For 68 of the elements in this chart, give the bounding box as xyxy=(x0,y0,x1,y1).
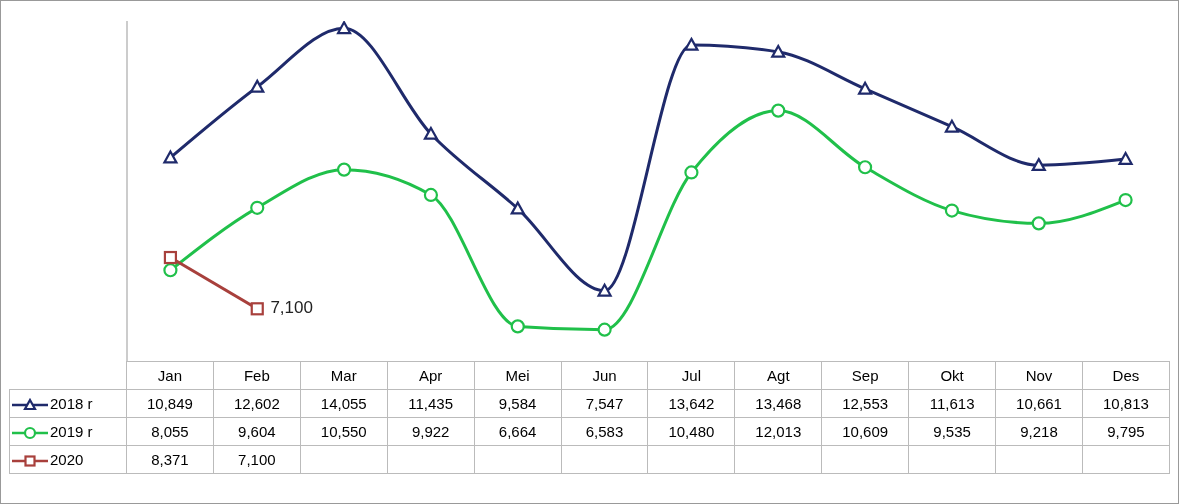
data-label: 9,922 xyxy=(387,417,475,446)
data-label: 10,661 xyxy=(995,389,1083,418)
x-tick-label: Feb xyxy=(213,361,301,390)
x-tick-label: Apr xyxy=(387,361,475,390)
point xyxy=(510,201,525,215)
data-label: 13,468 xyxy=(734,389,822,418)
x-tick-label: Des xyxy=(1082,361,1170,390)
data-label: 9,584 xyxy=(474,389,562,418)
point xyxy=(250,302,264,316)
data-label: 9,604 xyxy=(213,417,301,446)
point xyxy=(423,126,439,140)
x-tick-label: Mei xyxy=(474,361,562,390)
data-label: 12,013 xyxy=(734,417,822,446)
x-tick-label: Mar xyxy=(300,361,388,390)
point xyxy=(250,200,265,215)
point xyxy=(336,21,352,35)
legend-label: 2018 r xyxy=(50,394,93,412)
legend-label: 2020 xyxy=(50,450,84,468)
data-label: 6,664 xyxy=(474,417,562,446)
point xyxy=(684,37,699,51)
x-tick-label: Agt xyxy=(734,361,822,390)
data-label: 11,435 xyxy=(387,389,475,418)
data-label: 8,055 xyxy=(126,417,214,446)
data-label: 10,550 xyxy=(300,417,388,446)
data-label: 12,602 xyxy=(213,389,301,418)
point xyxy=(336,162,352,177)
point xyxy=(163,250,178,265)
data-label: 10,480 xyxy=(647,417,735,446)
data-label: 9,218 xyxy=(995,417,1083,446)
point xyxy=(1031,216,1046,231)
point xyxy=(684,165,699,180)
x-tick-label: Okt xyxy=(908,361,996,390)
data-label: 6,583 xyxy=(561,417,648,446)
point xyxy=(250,79,265,93)
point xyxy=(944,119,960,133)
x-tick-label: Jun xyxy=(561,361,648,390)
legend-label: 2019 r xyxy=(50,422,93,440)
point xyxy=(1118,151,1133,165)
data-label: 12,553 xyxy=(821,389,909,418)
data-label: 11,613 xyxy=(908,389,996,418)
data-label: 9,535 xyxy=(908,417,996,446)
data-label: 13,642 xyxy=(647,389,735,418)
point xyxy=(771,103,786,118)
point xyxy=(597,322,612,337)
point xyxy=(1118,192,1133,208)
point xyxy=(163,150,178,164)
data-label: 10,609 xyxy=(821,417,909,446)
data-label: 9,795 xyxy=(1082,417,1170,446)
point xyxy=(857,81,873,95)
point xyxy=(1031,158,1046,172)
data-label: 14,055 xyxy=(300,389,388,418)
point xyxy=(510,319,525,334)
data-label: 7,100 xyxy=(213,445,301,474)
point xyxy=(423,187,439,203)
point xyxy=(857,160,873,175)
annotation: 7,100 xyxy=(270,297,313,318)
data-label: 10,813 xyxy=(1082,389,1170,418)
x-tick-label: Sep xyxy=(821,361,909,390)
x-tick-label: Jan xyxy=(126,361,214,390)
data-label: 7,547 xyxy=(561,389,648,418)
point xyxy=(597,283,612,297)
data-label: 8,371 xyxy=(126,445,214,474)
point xyxy=(771,44,786,58)
point xyxy=(944,203,960,218)
point xyxy=(163,263,178,278)
x-tick-label: Nov xyxy=(995,361,1083,390)
data-label: 10,849 xyxy=(126,389,214,418)
x-tick-label: Jul xyxy=(647,361,735,390)
